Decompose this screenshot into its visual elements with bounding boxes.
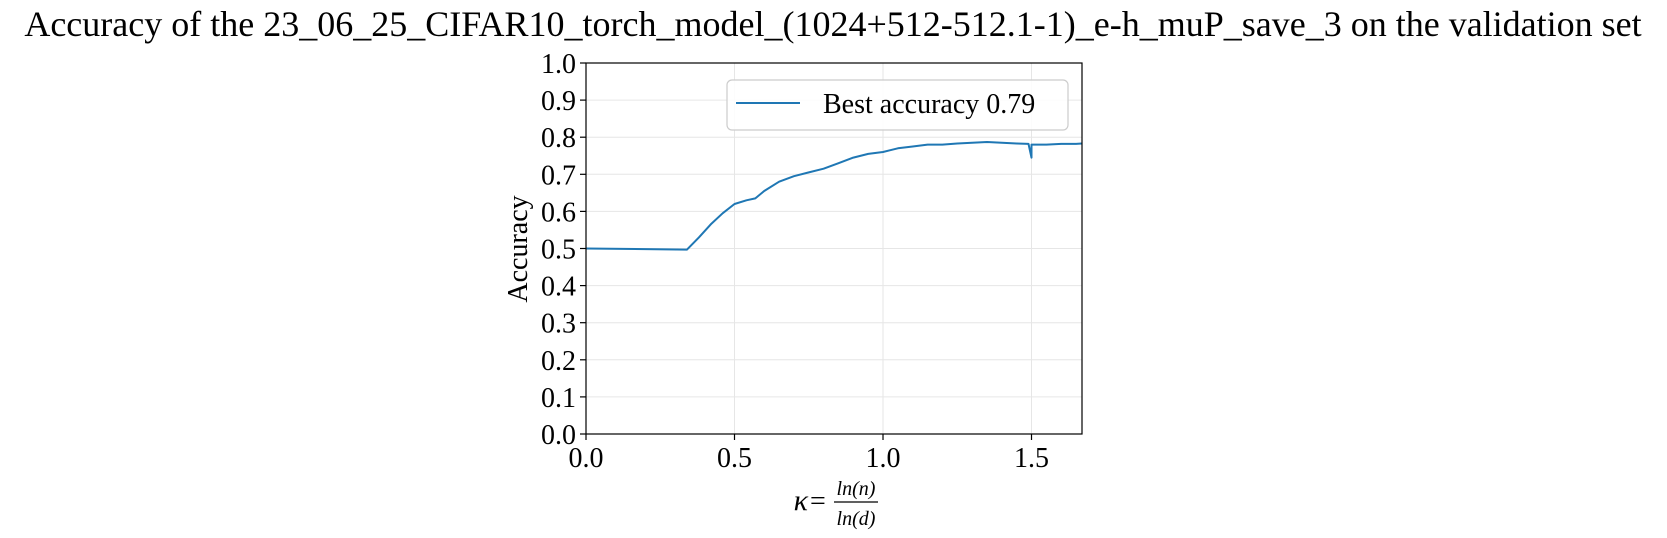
y-tick-label: 0.3 <box>541 309 576 340</box>
x-tick-label: 1.0 <box>866 443 901 474</box>
x-axis-label: κ = ln(n) ln(d) <box>794 478 878 530</box>
x-tick-label: 1.5 <box>1014 443 1049 474</box>
y-tick-label: 0.2 <box>541 346 576 377</box>
legend: Best accuracy 0.79 <box>726 79 1069 131</box>
y-tick-label: 1.0 <box>541 49 576 80</box>
y-tick-label: 0.1 <box>541 383 576 414</box>
chart-title: Accuracy of the 23_06_25_CIFAR10_torch_m… <box>24 4 1641 44</box>
x-label-symbol: κ <box>794 484 809 517</box>
x-tick-label: 0.5 <box>717 443 752 474</box>
x-tick-label: 0.0 <box>569 443 604 474</box>
series-line <box>585 141 1083 251</box>
y-tick-label: 0.8 <box>541 123 576 154</box>
y-tick-label: 0.0 <box>541 420 576 451</box>
y-axis-label: Accuracy <box>503 195 534 302</box>
legend-label: Best accuracy 0.79 <box>823 89 1035 120</box>
series-layer <box>585 141 1083 251</box>
y-tick-label: 0.9 <box>541 86 576 117</box>
x-label-numerator: ln(n) <box>837 478 876 500</box>
y-tick-label: 0.5 <box>541 235 576 266</box>
x-label-denominator: ln(d) <box>837 508 876 530</box>
legend-box <box>726 79 1069 131</box>
x-ticks: 0.0 0.5 1.0 1.5 <box>569 434 1049 474</box>
y-tick-label: 0.7 <box>541 160 576 191</box>
y-tick-label: 0.4 <box>541 272 576 303</box>
y-ticks: 0.0 0.1 0.2 0.3 0.4 0.5 0.6 0.7 0.8 0.9 1.0 <box>541 49 586 451</box>
x-label-equals: = <box>810 486 826 517</box>
y-tick-label: 0.6 <box>541 197 576 228</box>
